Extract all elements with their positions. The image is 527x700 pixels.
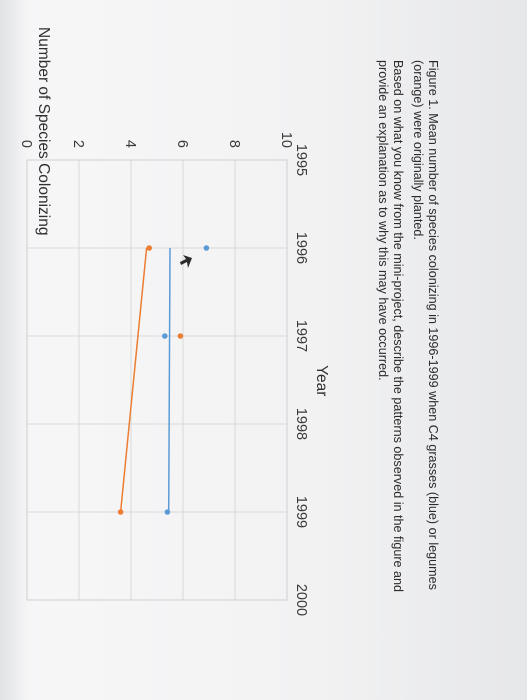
figure-caption: Figure 1. Mean number of species coloniz…: [411, 60, 440, 590]
x-tick-label: 1996: [293, 232, 309, 264]
tick-labels: 1995 1996 1997 1998 1999 2000 0 2 4 6 8 10: [18, 132, 309, 616]
y-tick-label: 4: [122, 140, 138, 148]
shadow-edge: [0, 0, 30, 700]
y-tick-label: 2: [70, 140, 86, 148]
series: [117, 245, 210, 515]
data-point: [161, 333, 168, 339]
y-tick-label: 8: [226, 140, 242, 148]
trendline: [167, 247, 171, 513]
plot-frame: [26, 159, 288, 601]
x-axis-title: Year: [313, 365, 330, 396]
grid: [26, 159, 288, 601]
y-tick-label: 10: [278, 132, 294, 148]
data-point: [177, 333, 184, 339]
y-axis-title: Number of Species Colonizing: [35, 27, 52, 236]
data-point: [164, 509, 171, 515]
trendline: [119, 247, 148, 513]
data-point: [146, 245, 152, 251]
cursor-arrow-icon: [180, 255, 192, 268]
data-point: [203, 245, 210, 251]
x-tick-label: 1995: [293, 144, 309, 176]
x-tick-label: 1998: [293, 408, 309, 440]
y-tick-label: 0: [18, 140, 34, 148]
x-tick-label: 1999: [293, 496, 309, 528]
x-tick-label: 2000: [293, 584, 309, 616]
data-point: [117, 509, 124, 515]
y-tick-label: 6: [174, 140, 190, 148]
x-tick-label: 1997: [293, 320, 309, 352]
question-text: Based on what you know from the mini-pro…: [376, 60, 405, 593]
